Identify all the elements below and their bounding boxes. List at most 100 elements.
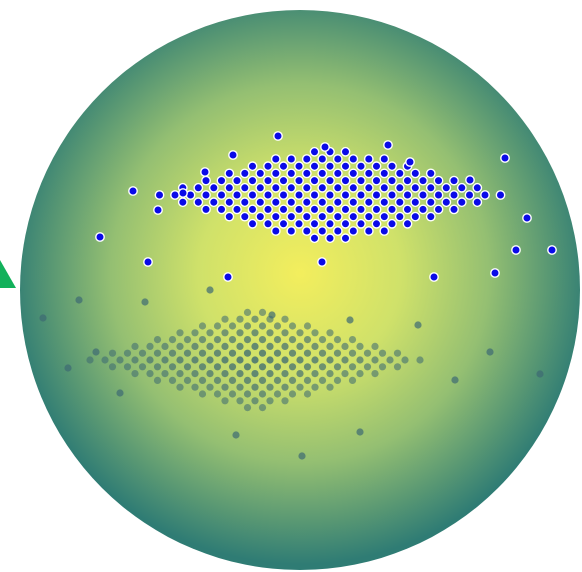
blue-dot: [263, 204, 273, 215]
blue-dot: [270, 211, 281, 222]
blue-dot: [402, 190, 413, 200]
shadow-dot: [251, 397, 259, 405]
blue-dot: [379, 226, 390, 236]
shadow-dot: [131, 370, 139, 378]
shadow-dot: [273, 390, 282, 398]
blue-dot: [247, 161, 258, 172]
blue-dot: [309, 218, 320, 229]
shadow-dot: [288, 390, 297, 398]
blue-dot: [255, 211, 266, 222]
blue-dot: [228, 150, 238, 160]
shadow-dot: [251, 342, 259, 350]
shadow-dot: [236, 315, 244, 323]
shadow-dot: [141, 298, 149, 306]
shadow-dot: [266, 370, 274, 378]
blue-dot: [363, 197, 374, 208]
shadow-dot: [243, 322, 252, 330]
blue-dot: [286, 197, 297, 208]
blue-dot: [356, 218, 366, 229]
blue-dot: [223, 272, 233, 282]
blue-dot: [278, 204, 289, 215]
blue-dot: [383, 140, 393, 150]
shadow-dot: [198, 390, 207, 398]
blue-dot: [320, 142, 330, 152]
shadow-dot: [296, 342, 304, 350]
shadow-dot: [191, 342, 199, 350]
shadow-dot: [371, 370, 379, 378]
shadow-dot: [221, 397, 229, 405]
shadow-dot: [191, 383, 199, 391]
shadow-dot: [288, 376, 297, 384]
shadow-dot: [146, 342, 154, 350]
shadow-dot: [228, 363, 237, 371]
blue-dot: [301, 182, 312, 193]
blue-dot: [511, 245, 521, 255]
blue-dot: [201, 190, 211, 200]
blue-dot: [348, 226, 359, 236]
blue-dot: [143, 257, 153, 267]
shadow-dot: [348, 376, 357, 384]
shadow-dot: [296, 383, 304, 391]
blue-dot: [495, 190, 506, 200]
shadow-dot: [86, 356, 94, 364]
blue-dot: [208, 182, 219, 193]
blue-dot: [464, 190, 475, 200]
shadow-dot: [273, 376, 282, 384]
blue-dot: [178, 188, 188, 198]
shadow-dot: [401, 356, 409, 364]
blue-dot: [325, 190, 335, 200]
blue-dot: [490, 268, 500, 278]
shadow-dot: [296, 370, 304, 378]
shadow-dot: [326, 329, 334, 337]
blue-dot: [394, 197, 405, 208]
shadow-dot: [258, 363, 267, 371]
blue-dot: [294, 190, 304, 200]
blue-dot: [270, 226, 281, 236]
blue-dot: [263, 175, 273, 186]
shadow-dot: [296, 329, 304, 337]
blue-dot: [429, 272, 439, 282]
shadow-dot: [356, 356, 364, 364]
shadow-dot: [311, 329, 319, 337]
shadow-dot: [273, 336, 282, 344]
blue-dot: [379, 211, 390, 222]
shadow-dot: [213, 376, 222, 384]
shadow-dot: [176, 370, 184, 378]
blue-dot: [255, 182, 266, 193]
shadow-dot: [251, 370, 259, 378]
shadow-dot: [393, 363, 402, 371]
shadow-dot: [378, 349, 387, 357]
blue-dot: [309, 175, 320, 186]
blue-dot: [286, 226, 297, 236]
shadow-dot: [221, 383, 229, 391]
shadow-dot: [243, 376, 252, 384]
blue-dot: [472, 197, 483, 208]
shadow-dot: [288, 336, 297, 344]
shadow-dot-cloud: [39, 286, 544, 460]
shadow-dot: [221, 329, 229, 337]
shadow-dot: [228, 322, 237, 330]
shadow-dot: [206, 286, 214, 294]
shadow-dot: [281, 342, 289, 350]
blue-dot: [340, 161, 351, 172]
shadow-dot: [183, 349, 192, 357]
blue-dot: [278, 190, 289, 200]
shadow-dot: [363, 363, 372, 371]
blue-dot: [317, 257, 327, 267]
shadow-dot: [273, 349, 282, 357]
blue-dot: [356, 204, 366, 215]
shadow-dot: [243, 308, 252, 316]
blue-dot: [332, 197, 343, 208]
green-triangle-marker[interactable]: [0, 260, 16, 288]
shadow-dot: [251, 329, 259, 337]
blue-dot: [317, 168, 328, 179]
blue-dot: [356, 161, 366, 172]
blue-dot: [309, 161, 320, 172]
blue-dot: [270, 168, 281, 179]
shadow-dot: [318, 376, 327, 384]
blue-dot: [371, 190, 382, 200]
blue-dot: [449, 204, 459, 215]
shadow-dot: [348, 349, 357, 357]
shadow-dot: [206, 329, 214, 337]
